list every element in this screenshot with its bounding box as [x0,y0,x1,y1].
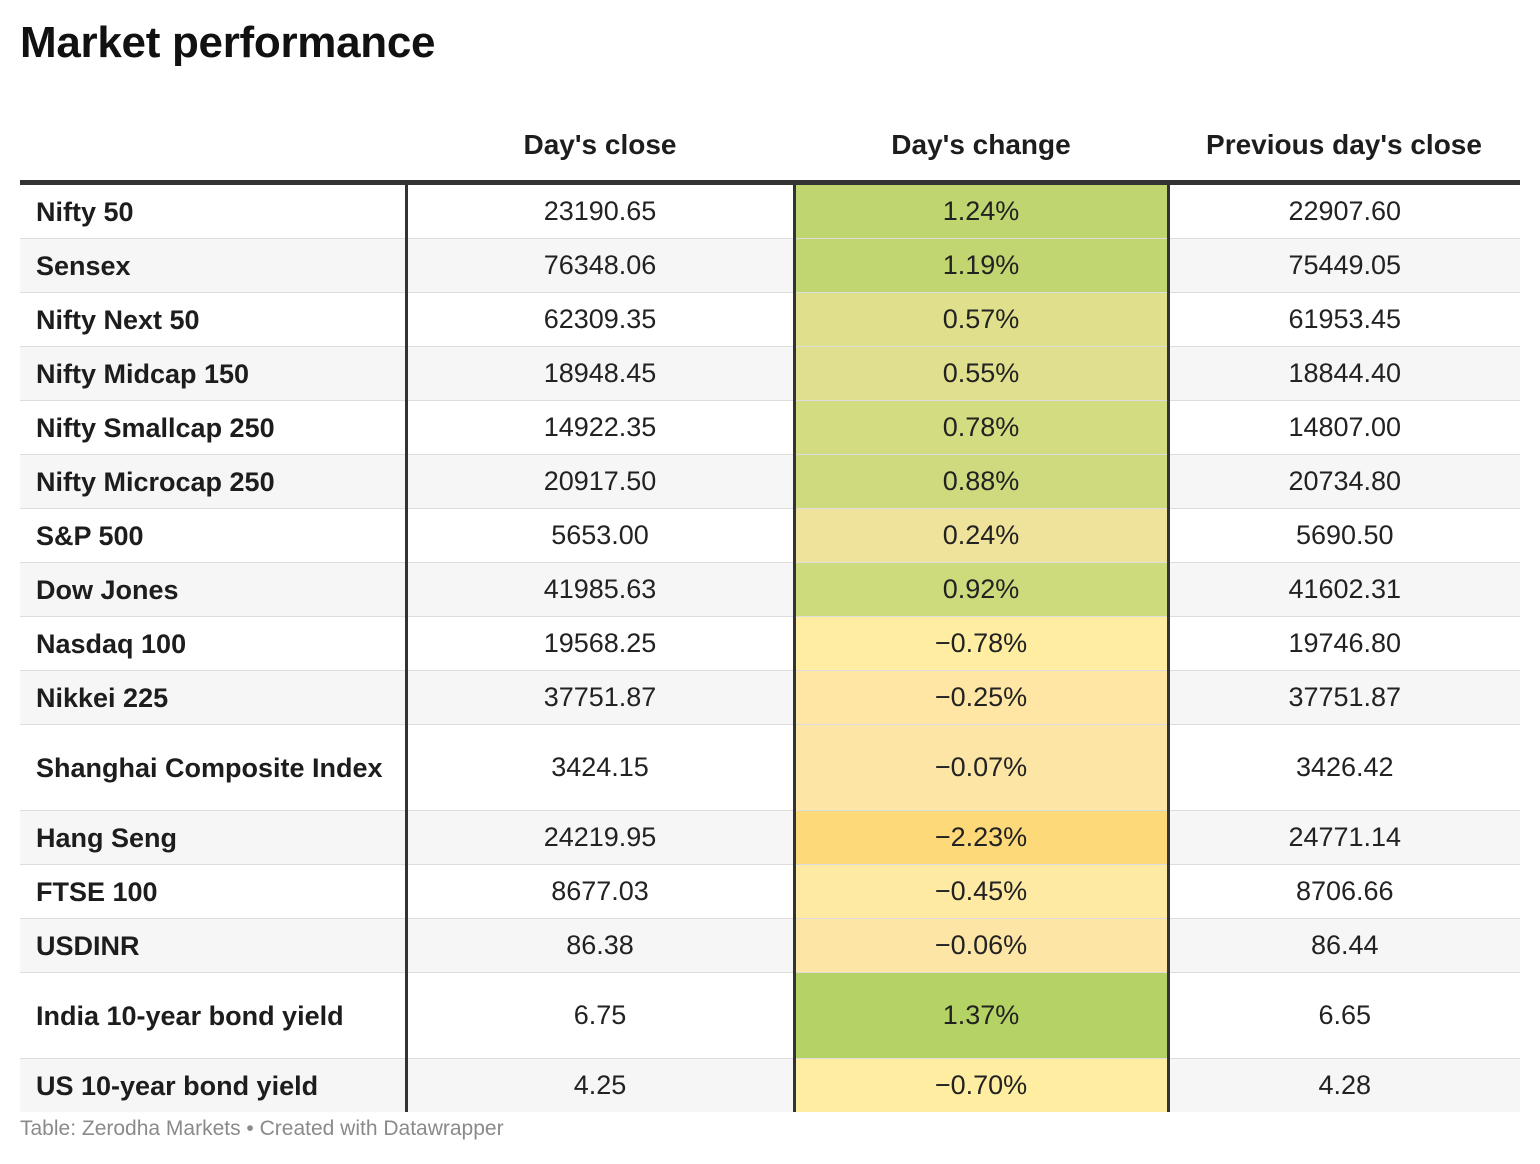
days-change-cell: 0.78% [792,400,1170,455]
row-name-cell: Nikkei 225 [20,670,406,725]
days-close-cell: 8677.03 [404,864,794,919]
previous-close-cell: 20734.80 [1168,454,1520,509]
days-close-cell: 37751.87 [404,670,794,725]
days-change-cell: −0.07% [792,724,1170,811]
days-change-cell: 0.92% [792,562,1170,617]
days-close-cell: 76348.06 [404,238,794,293]
table-header: Day's close Day's change Previous day's … [20,110,1520,185]
days-close-cell: 3424.15 [404,724,794,811]
row-name-cell: India 10-year bond yield [20,972,406,1059]
previous-close-cell: 4.28 [1168,1058,1520,1112]
table-row: Nifty Microcap 250 20917.50 0.88% 20734.80 [20,454,1520,509]
days-change-cell: 1.37% [792,972,1170,1059]
row-name-cell: Nifty Midcap 150 [20,346,406,401]
days-close-cell: 23190.65 [404,182,794,239]
row-name-cell: Nifty Smallcap 250 [20,400,406,455]
previous-close-cell: 22907.60 [1168,182,1520,239]
days-close-cell: 41985.63 [404,562,794,617]
previous-close-cell: 24771.14 [1168,810,1520,865]
previous-close-cell: 14807.00 [1168,400,1520,455]
days-change-cell: −0.78% [792,616,1170,671]
table-row: Hang Seng 24219.95 −2.23% 24771.14 [20,810,1520,865]
days-change-cell: 1.19% [792,238,1170,293]
table-row: India 10-year bond yield 6.75 1.37% 6.65 [20,972,1520,1059]
days-change-cell: 0.57% [792,292,1170,347]
days-close-cell: 62309.35 [404,292,794,347]
column-header-name [20,110,406,185]
column-header-days-change: Day's change [794,110,1168,185]
previous-close-cell: 75449.05 [1168,238,1520,293]
days-close-cell: 14922.35 [404,400,794,455]
days-close-cell: 24219.95 [404,810,794,865]
days-change-cell: −0.06% [792,918,1170,973]
table-row: Nifty Midcap 150 18948.45 0.55% 18844.40 [20,346,1520,401]
table-row: Nifty Smallcap 250 14922.35 0.78% 14807.00 [20,400,1520,455]
previous-close-cell: 8706.66 [1168,864,1520,919]
row-name-cell: US 10-year bond yield [20,1058,406,1112]
table-row: Nifty 50 23190.65 1.24% 22907.60 [20,182,1520,239]
market-performance-table: Day's close Day's change Previous day's … [20,110,1520,1112]
table-row: Nasdaq 100 19568.25 −0.78% 19746.80 [20,616,1520,671]
days-change-cell: 1.24% [792,182,1170,239]
days-close-cell: 5653.00 [404,508,794,563]
table-row: S&P 500 5653.00 0.24% 5690.50 [20,508,1520,563]
row-name-cell: USDINR [20,918,406,973]
table-row: US 10-year bond yield 4.25 −0.70% 4.28 [20,1058,1520,1112]
row-name-cell: Nifty Next 50 [20,292,406,347]
days-close-cell: 4.25 [404,1058,794,1112]
days-change-cell: −0.70% [792,1058,1170,1112]
previous-close-cell: 19746.80 [1168,616,1520,671]
row-name-cell: Nifty Microcap 250 [20,454,406,509]
days-close-cell: 6.75 [404,972,794,1059]
row-name-cell: Shanghai Composite Index [20,724,406,811]
table-row: FTSE 100 8677.03 −0.45% 8706.66 [20,864,1520,919]
row-name-cell: FTSE 100 [20,864,406,919]
previous-close-cell: 41602.31 [1168,562,1520,617]
days-change-cell: 0.24% [792,508,1170,563]
row-name-cell: Sensex [20,238,406,293]
days-close-cell: 18948.45 [404,346,794,401]
days-close-cell: 19568.25 [404,616,794,671]
table-row: Sensex 76348.06 1.19% 75449.05 [20,238,1520,293]
previous-close-cell: 6.65 [1168,972,1520,1059]
days-change-cell: −0.45% [792,864,1170,919]
days-close-cell: 86.38 [404,918,794,973]
table-row: Dow Jones 41985.63 0.92% 41602.31 [20,562,1520,617]
header-row: Day's close Day's change Previous day's … [20,110,1520,185]
row-name-cell: Nifty 50 [20,182,406,239]
days-change-cell: −2.23% [792,810,1170,865]
table-row: Nikkei 225 37751.87 −0.25% 37751.87 [20,670,1520,725]
days-close-cell: 20917.50 [404,454,794,509]
days-change-cell: 0.55% [792,346,1170,401]
days-change-cell: −0.25% [792,670,1170,725]
row-name-cell: Nasdaq 100 [20,616,406,671]
row-name-cell: Hang Seng [20,810,406,865]
table-row: Nifty Next 50 62309.35 0.57% 61953.45 [20,292,1520,347]
table-row: USDINR 86.38 −0.06% 86.44 [20,918,1520,973]
table-row: Shanghai Composite Index 3424.15 −0.07% 342… [20,724,1520,811]
column-header-previous-close: Previous day's close [1168,110,1520,185]
page-title: Market performance [20,18,436,67]
previous-close-cell: 5690.50 [1168,508,1520,563]
days-change-cell: 0.88% [792,454,1170,509]
column-header-days-close: Day's close [406,110,794,185]
table-body: Nifty 50 23190.65 1.24% 22907.60 Sensex 76348… [20,182,1520,1112]
row-name-cell: Dow Jones [20,562,406,617]
row-name-cell: S&P 500 [20,508,406,563]
previous-close-cell: 61953.45 [1168,292,1520,347]
previous-close-cell: 18844.40 [1168,346,1520,401]
previous-close-cell: 86.44 [1168,918,1520,973]
source-footer: Table: Zerodha Markets • Created with Da… [20,1117,504,1140]
previous-close-cell: 3426.42 [1168,724,1520,811]
previous-close-cell: 37751.87 [1168,670,1520,725]
